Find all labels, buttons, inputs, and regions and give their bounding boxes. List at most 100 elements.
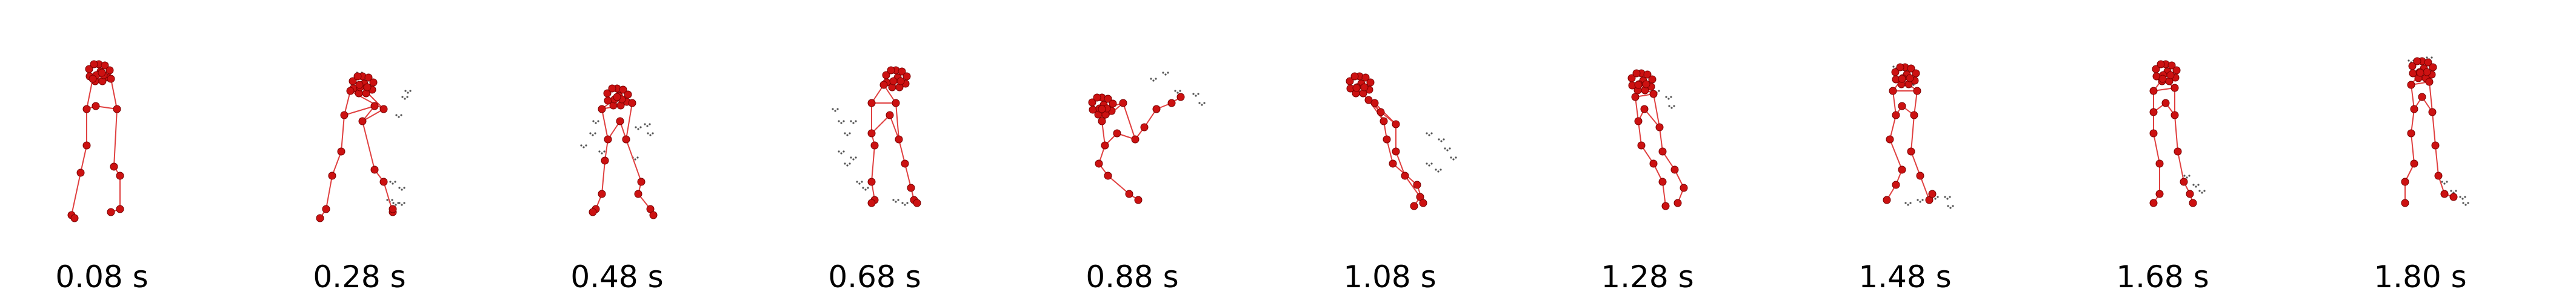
- point-cloud-dot: [856, 181, 858, 183]
- skeleton-bone: [2432, 112, 2436, 146]
- skeleton-joint: [88, 75, 97, 83]
- point-cloud-dot: [401, 204, 403, 206]
- head-joint: [2172, 66, 2181, 75]
- skeleton-joint: [1413, 181, 1421, 189]
- head-joint: [1906, 74, 1914, 82]
- point-cloud-dot: [1452, 158, 1455, 161]
- skeleton-joint: [2158, 75, 2167, 83]
- skeleton-joint: [1383, 135, 1391, 144]
- point-cloud-dot: [855, 156, 857, 159]
- point-cloud-dot: [649, 134, 652, 136]
- skeleton-bone: [80, 145, 87, 173]
- point-cloud-dot: [634, 158, 636, 161]
- skeleton-bone: [1404, 175, 1421, 198]
- point-cloud-dot: [1203, 102, 1206, 104]
- point-cloud-dot: [1907, 204, 1909, 206]
- skeleton-bone: [362, 121, 375, 170]
- skeleton-joint: [1892, 181, 1900, 189]
- point-cloud-dot: [2431, 56, 2433, 59]
- time-label: 1.80 s: [2374, 259, 2467, 295]
- point-cloud-dot: [1164, 73, 1167, 76]
- point-cloud-dot: [864, 188, 867, 191]
- skeleton-joint: [1670, 165, 1679, 174]
- head-joint: [903, 72, 911, 81]
- point-cloud-dot: [1444, 147, 1446, 150]
- point-cloud-dot: [1450, 156, 1452, 159]
- skeleton-joint: [1634, 117, 1643, 125]
- point-cloud-dot: [1934, 198, 1937, 200]
- skeleton-joint: [1392, 147, 1400, 156]
- skeleton-bone: [1374, 102, 1396, 125]
- point-cloud-dot: [386, 199, 389, 201]
- head-joint: [624, 90, 632, 99]
- head-joint: [1643, 70, 1652, 79]
- point-cloud-dot: [404, 98, 406, 100]
- skeleton-bone: [325, 175, 333, 210]
- point-cloud-dot: [1668, 105, 1670, 107]
- point-cloud-dot: [592, 120, 595, 122]
- head-joint: [889, 77, 898, 85]
- point-cloud-dot: [404, 90, 407, 92]
- point-cloud-dot: [1946, 198, 1949, 200]
- skeleton-bone: [1638, 121, 1642, 146]
- skeleton-bone: [1914, 90, 1918, 116]
- head-joint: [1093, 93, 1101, 102]
- skeleton-joint: [1913, 87, 1921, 95]
- head-joint: [896, 77, 905, 85]
- point-cloud-dot: [1947, 205, 1949, 207]
- point-cloud-dot: [1198, 102, 1201, 104]
- point-cloud-dot: [1949, 196, 1951, 198]
- head-joint: [1089, 105, 1097, 114]
- pose-skeleton-plot: [316, 72, 412, 222]
- skeleton-joint: [895, 135, 903, 144]
- point-cloud-dot: [646, 125, 649, 127]
- skeleton-bone: [1920, 175, 1930, 201]
- skeleton-joint: [1661, 202, 1670, 210]
- skeleton-joint: [2174, 147, 2182, 156]
- point-cloud-dot: [1426, 132, 1428, 135]
- time-label: 0.48 s: [570, 259, 664, 295]
- point-cloud-dot: [401, 96, 404, 98]
- skeleton-joint: [1886, 135, 1894, 144]
- skeleton-joint: [1104, 171, 1112, 180]
- point-cloud-dot: [644, 123, 646, 125]
- point-cloud-dot: [1904, 202, 1907, 204]
- head-joint: [619, 85, 627, 94]
- skeleton-joint: [1119, 99, 1127, 107]
- point-cloud-dot: [1179, 90, 1181, 92]
- skeleton-bone: [1889, 139, 1903, 170]
- skeleton-joint: [867, 199, 876, 207]
- skeleton-joint: [1637, 141, 1646, 150]
- pose-skeleton-plot: [1883, 63, 1954, 209]
- skeleton-joint: [346, 87, 355, 95]
- skeleton-bone: [1101, 121, 1106, 146]
- point-cloud-dot: [1944, 196, 1946, 198]
- skeleton-joint: [886, 111, 894, 119]
- skeleton-joint: [1907, 147, 1915, 156]
- point-cloud-dot: [834, 110, 836, 112]
- point-cloud-dot: [901, 202, 904, 204]
- pose-frame: 1.80 s: [2318, 0, 2576, 303]
- skeleton-bone: [1653, 93, 1660, 128]
- point-cloud-dot: [597, 120, 599, 122]
- point-cloud-dot: [403, 202, 405, 204]
- skeleton-bone: [895, 102, 899, 140]
- time-label: 1.28 s: [1601, 259, 1694, 295]
- point-cloud-dot: [2192, 184, 2195, 186]
- point-cloud-dot: [1197, 93, 1200, 95]
- skeleton-joint: [1095, 159, 1103, 168]
- skeleton-bone: [1662, 181, 1666, 207]
- skeleton-joint: [1410, 202, 1418, 210]
- point-cloud-dot: [867, 187, 869, 189]
- pose-frame: 0.68 s: [773, 0, 1030, 303]
- head-joint: [604, 96, 612, 105]
- skeleton-joint: [1634, 81, 1643, 89]
- skeleton-joint: [1152, 105, 1161, 113]
- skeleton-joint: [1131, 135, 1140, 144]
- time-label: 0.08 s: [55, 259, 148, 295]
- skeleton-joint: [1098, 117, 1106, 125]
- point-cloud-dot: [398, 202, 401, 204]
- point-cloud-dot: [1155, 78, 1157, 80]
- skeleton-bone: [2435, 145, 2439, 176]
